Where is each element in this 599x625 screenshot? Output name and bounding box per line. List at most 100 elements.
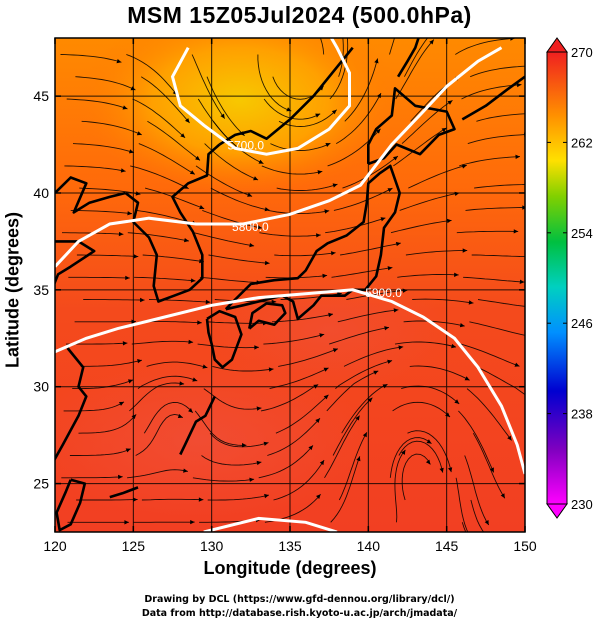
streamline: [142, 254, 204, 263]
streamline: [130, 165, 189, 190]
coastline: [55, 240, 96, 286]
streamline-arrowhead: [136, 131, 142, 136]
streamline-arrowhead: [129, 149, 134, 154]
contour-line: [203, 516, 338, 532]
streamline: [72, 379, 134, 390]
streamline-arrowhead: [330, 251, 336, 256]
coastline: [55, 347, 88, 462]
streamline-arrowhead: [197, 320, 202, 325]
streamline: [335, 360, 393, 389]
streamline-arrowhead: [331, 109, 337, 115]
streamline: [404, 38, 429, 77]
contour-line: [55, 288, 525, 475]
streamline: [459, 156, 521, 167]
streamline: [389, 437, 432, 478]
streamline-arrowhead: [256, 460, 262, 466]
streamline-arrowhead: [188, 408, 193, 413]
streamline: [138, 143, 196, 175]
streamline: [401, 100, 453, 144]
streamline-arrowhead: [322, 273, 328, 279]
axis-ticks: 120 125 130 135 140 145 150 25 30 35 40 45: [33, 38, 537, 554]
streamline-arrowhead: [119, 401, 124, 406]
streamline: [271, 313, 334, 323]
streamline: [267, 417, 321, 456]
streamline: [63, 401, 125, 412]
streamline: [260, 384, 319, 412]
streamline-arrowhead: [188, 339, 194, 345]
streamline: [132, 98, 186, 139]
streamline-arrowhead: [505, 550, 510, 554]
streamline-arrowhead: [426, 439, 432, 444]
streamline-arrowhead: [429, 39, 434, 45]
colorbar-tick-label: 238: [571, 407, 593, 422]
streamline: [392, 401, 451, 418]
streamline-arrowhead: [387, 188, 393, 193]
streamline: [194, 410, 247, 446]
lat-lon-grid: [55, 38, 525, 532]
streamline: [193, 232, 255, 247]
cold-core-shading: [80, 38, 400, 195]
streamline: [405, 250, 468, 256]
streamline: [456, 230, 519, 234]
streamline: [330, 456, 361, 523]
streamline: [143, 401, 194, 434]
streamline-arrowhead: [316, 233, 321, 238]
streamline-arrowhead: [264, 493, 269, 499]
x-tick-label: 125: [122, 538, 146, 554]
streamline-arrowhead: [124, 520, 129, 525]
streamline: [261, 165, 323, 175]
streamline-arrowhead: [317, 170, 323, 175]
streamline-arrowhead: [454, 399, 460, 404]
streamline: [477, 299, 525, 307]
streamline-arrowhead: [398, 345, 404, 350]
streamline: [395, 39, 435, 100]
y-tick-label: 35: [33, 282, 49, 298]
y-tick-label: 40: [33, 185, 49, 201]
streamline: [126, 54, 178, 96]
streamline-arrowhead: [257, 225, 262, 230]
streamline-arrowhead: [116, 59, 122, 64]
streamline-arrowhead: [256, 406, 262, 411]
streamline-arrowhead: [264, 207, 270, 212]
streamline-arrowhead: [446, 218, 452, 224]
streamline-arrowhead: [395, 241, 401, 247]
streamline: [80, 359, 143, 367]
streamline: [407, 430, 452, 473]
coastline: [124, 143, 221, 303]
streamline: [463, 276, 525, 283]
y-tick-label: 25: [33, 476, 49, 492]
streamline: [338, 432, 368, 501]
streamline-arrowhead: [533, 111, 538, 115]
streamline-arrowhead: [373, 370, 379, 375]
streamline: [201, 455, 262, 466]
streamline-arrowhead: [118, 231, 124, 237]
coastline: [224, 164, 401, 321]
streamline-arrowhead: [247, 192, 253, 197]
streamline: [257, 54, 292, 112]
contour-label: 5900.0: [365, 286, 402, 300]
streamline: [268, 209, 330, 215]
streamline-arrowhead: [461, 164, 467, 169]
streamline: [403, 320, 465, 327]
streamline-arrowhead: [328, 312, 333, 318]
streamline: [129, 382, 185, 412]
streamline-arrowhead: [120, 168, 126, 173]
streamline: [331, 267, 393, 278]
streamline-arrowhead: [484, 520, 489, 525]
streamline-arrowhead: [516, 82, 522, 88]
streamline-arrowhead: [332, 348, 338, 353]
streamline: [135, 413, 184, 456]
streamline: [390, 219, 452, 234]
streamline: [134, 276, 196, 282]
streamline: [389, 38, 395, 55]
colorbar-tick-label: 270: [571, 45, 593, 60]
coastline: [461, 75, 525, 121]
streamline: [464, 455, 490, 526]
streamline: [398, 440, 444, 473]
streamline-arrowhead: [513, 229, 519, 234]
streamline: [75, 76, 136, 91]
streamline: [341, 383, 388, 434]
streamline: [273, 459, 325, 501]
streamline: [146, 361, 208, 369]
streamline-arrowhead: [180, 133, 186, 138]
